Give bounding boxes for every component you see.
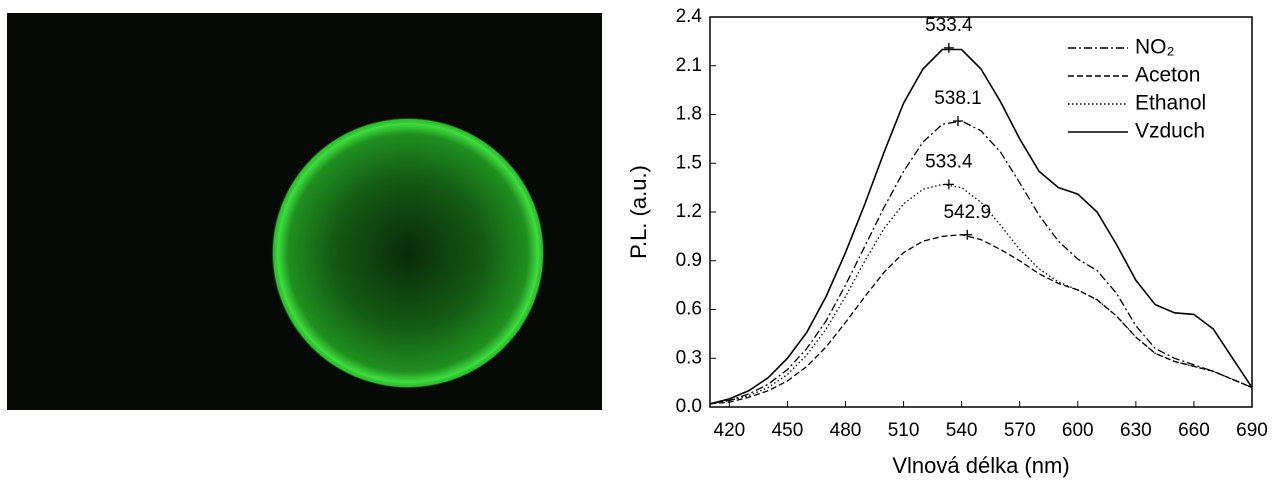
y-tick-label: 1.2 bbox=[676, 201, 702, 222]
x-tick-label: 480 bbox=[830, 420, 862, 441]
y-axis-label: P.L. (a.u.) bbox=[626, 165, 651, 259]
y-tick-label: 2.1 bbox=[676, 55, 702, 76]
x-axis-label: Vlnová délka (nm) bbox=[892, 453, 1069, 478]
x-tick-label: 450 bbox=[772, 420, 804, 441]
y-tick-label: 0.0 bbox=[676, 396, 702, 417]
series-line bbox=[709, 48, 1253, 405]
legend-label: Vzduch bbox=[1135, 120, 1205, 143]
x-tick-label: 660 bbox=[1178, 420, 1210, 441]
y-tick-label: 0.6 bbox=[676, 299, 702, 320]
peak-marker bbox=[962, 229, 973, 240]
x-tick-label: 600 bbox=[1062, 420, 1094, 441]
x-tick-label: 630 bbox=[1120, 420, 1152, 441]
y-tick-label: 0.9 bbox=[676, 250, 702, 271]
series-line bbox=[709, 120, 1253, 405]
y-tick-label: 2.4 bbox=[676, 6, 703, 27]
series-line bbox=[709, 234, 1253, 405]
peak-label: 538.1 bbox=[934, 88, 982, 109]
peak-label: 533.4 bbox=[925, 151, 973, 172]
y-tick-label: 0.3 bbox=[676, 347, 702, 368]
legend-label: Aceton bbox=[1135, 64, 1200, 87]
micrograph bbox=[7, 13, 602, 410]
x-tick-label: 690 bbox=[1236, 420, 1268, 441]
legend-label: Ethanol bbox=[1135, 92, 1206, 115]
x-tick-label: 510 bbox=[888, 420, 920, 441]
peak-label: 533.4 bbox=[925, 15, 973, 36]
x-tick-label: 420 bbox=[714, 420, 746, 441]
diatom-disc bbox=[272, 118, 544, 388]
peak-marker bbox=[943, 179, 954, 190]
peak-marker bbox=[943, 42, 954, 53]
peak-label: 542.9 bbox=[943, 202, 991, 223]
legend-label: NO₂ bbox=[1135, 36, 1175, 59]
x-tick-label: 570 bbox=[1004, 420, 1036, 441]
y-tick-label: 1.5 bbox=[676, 152, 702, 173]
y-tick-label: 1.8 bbox=[676, 104, 702, 125]
x-tick-label: 540 bbox=[946, 420, 978, 441]
peak-marker bbox=[952, 116, 963, 126]
disc-rim bbox=[273, 119, 543, 387]
